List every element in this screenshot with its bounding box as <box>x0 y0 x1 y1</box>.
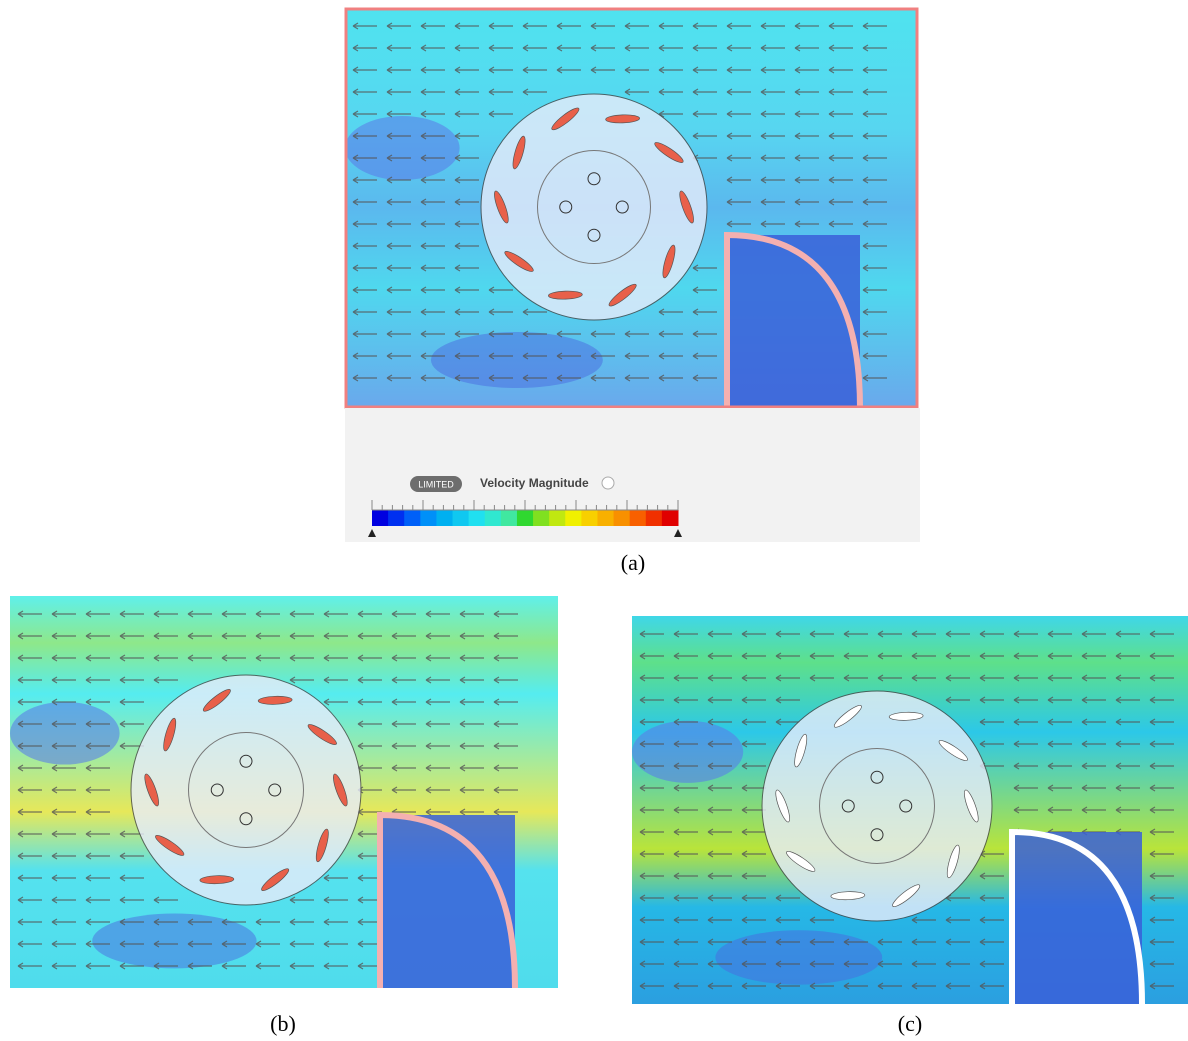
colorbar-segment <box>581 510 598 526</box>
colorbar-segment <box>646 510 663 526</box>
rotor <box>131 675 361 905</box>
colorbar-segment <box>662 510 679 526</box>
colorbar-segment <box>469 510 486 526</box>
figure: LIMITED Velocity Magnitude (a) (b) (c) <box>0 0 1188 1041</box>
colorbar-segment <box>565 510 582 526</box>
legend-title: Velocity Magnitude <box>480 476 589 490</box>
colorbar-segment <box>453 510 470 526</box>
page: {"legend": {"badge": "LIMITED", "title":… <box>0 0 1188 1041</box>
rotor <box>762 691 992 921</box>
subfigure-label: (a) <box>621 550 645 575</box>
low-velocity-zone <box>715 930 882 984</box>
low-velocity-zone <box>10 702 120 765</box>
colorbar-segment <box>501 510 518 526</box>
rotor <box>481 94 707 320</box>
colorbar-segment <box>533 510 550 526</box>
low-velocity-zone <box>345 116 460 180</box>
subfigure-label: (c) <box>898 1011 922 1036</box>
colorbar-segment <box>420 510 437 526</box>
badge-text: LIMITED <box>418 479 454 489</box>
colorbar-segment <box>630 510 647 526</box>
colorbar-segment <box>436 510 453 526</box>
menu-icon[interactable] <box>602 477 614 489</box>
colorbar-segment <box>549 510 566 526</box>
colorbar-segment <box>404 510 421 526</box>
duct-interior <box>1012 832 1142 1004</box>
duct-interior <box>727 235 860 408</box>
colorbar-segment <box>597 510 614 526</box>
low-velocity-zone <box>632 721 743 783</box>
duct-interior <box>380 815 515 988</box>
colorbar-segment <box>614 510 631 526</box>
colorbar-segment <box>517 510 534 526</box>
subfigure-label: (b) <box>270 1011 296 1036</box>
colorbar-segment <box>372 510 389 526</box>
colorbar-segment <box>388 510 405 526</box>
colorbar-segment <box>485 510 502 526</box>
